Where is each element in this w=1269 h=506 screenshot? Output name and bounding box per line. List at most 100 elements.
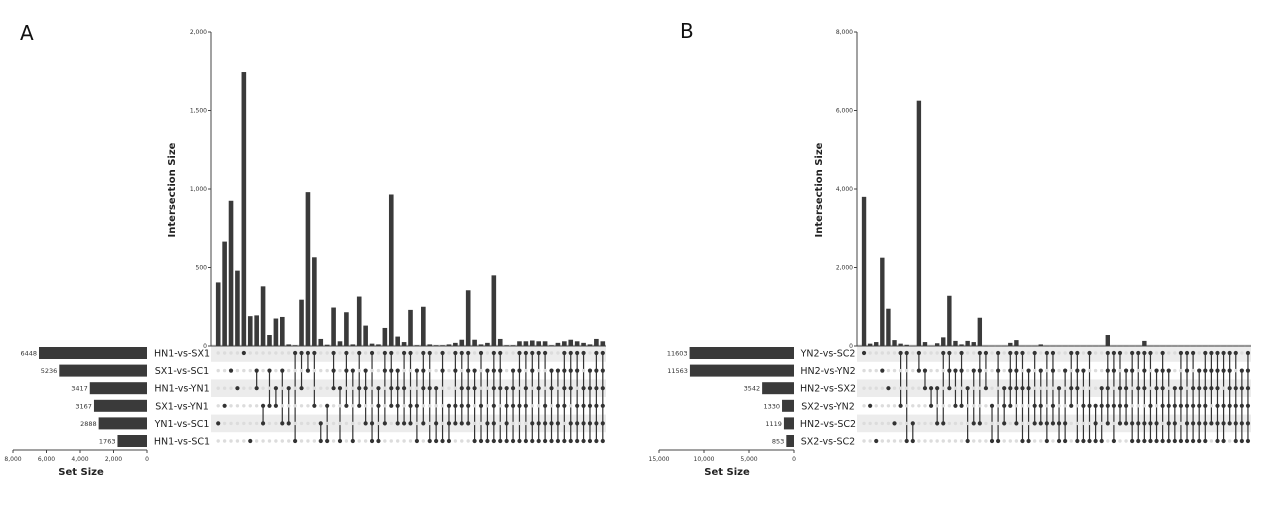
- panel-b-matrix-dot-filled: [941, 421, 946, 426]
- panel-a-matrix-dot-filled: [421, 421, 426, 426]
- panel-b-matrix-dot-filled: [947, 386, 952, 391]
- panel-b-set-label: HN2-vs-YN2: [800, 366, 855, 377]
- panel-a-matrix-dot-empty: [556, 386, 560, 390]
- panel-b-matrix-dot-filled: [996, 350, 1001, 356]
- panel-b-matrix-dot-empty: [880, 439, 885, 443]
- panel-a-intersection-bar: [594, 338, 599, 346]
- panel-b-matrix-dot-empty: [935, 351, 939, 355]
- panel-b-matrix-dot-filled: [935, 386, 940, 391]
- panel-a-marks: 0 500 1,000 1,500 2,000 HN1-vs-SX1 SX1-vs-SC1 H…: [4, 29, 606, 463]
- panel-b-matrix-dot-filled: [1172, 403, 1177, 408]
- panel-b-matrix-dot-empty: [965, 351, 970, 355]
- panel-b-matrix-dot-filled: [1203, 368, 1208, 373]
- panel-b-matrix-dot-filled: [996, 438, 1001, 444]
- panel-b-matrix-dot-empty: [886, 368, 891, 373]
- panel-a-intersection-bar: [446, 344, 452, 346]
- panel-b-matrix-dot-empty: [959, 439, 964, 443]
- panel-a-matrix-dot-filled: [510, 438, 516, 444]
- panel-a-matrix-dot-filled: [594, 438, 599, 444]
- panel-a-matrix-dot-filled: [562, 438, 567, 444]
- panel-a-matrix-dot-filled: [395, 403, 400, 408]
- panel-b-set-size-tick-label: 0: [792, 456, 796, 463]
- panel-a-matrix-dot-filled: [434, 438, 439, 444]
- panel-b-matrix-dot-empty: [905, 421, 909, 426]
- panel-b-matrix-dot-empty: [953, 386, 958, 390]
- panel-b-matrix-dot-filled: [1239, 368, 1244, 373]
- panel-a-matrix-dot-filled: [530, 421, 535, 426]
- panel-a-matrix-dot-empty: [389, 439, 393, 443]
- panel-b-matrix-dot-filled: [1203, 350, 1208, 356]
- panel-a-intersection-bar: [369, 343, 375, 346]
- panel-b-matrix-dot-empty: [929, 351, 933, 355]
- panel-a-matrix-dot-empty: [338, 421, 342, 426]
- panel-a-matrix-dot-filled: [363, 386, 368, 391]
- panel-a-set-size-bar: [38, 347, 147, 359]
- panel-b-intersection-bar: [1184, 345, 1190, 347]
- panel-a-matrix-dot-filled: [421, 350, 426, 356]
- panel-a-intersection-bar: [344, 312, 349, 346]
- panel-a-matrix-dot-filled: [562, 386, 567, 391]
- panel-b-set-label: YN2-vs-SC2: [800, 349, 856, 360]
- panel-b-matrix-dot-empty: [1148, 368, 1153, 373]
- panel-a-intersection-bar: [497, 338, 503, 346]
- panel-a-matrix-dot-empty: [421, 439, 426, 443]
- panel-b-intersection-bar: [1038, 344, 1043, 346]
- panel-b-matrix-dot-filled: [1245, 350, 1251, 356]
- panel-b-intersection-bar: [1178, 345, 1184, 347]
- panel-b-matrix-dot-filled: [1032, 403, 1037, 408]
- panel-a-set-size-value: 6448: [20, 350, 37, 358]
- panel-b-matrix-dot-empty: [1154, 351, 1159, 355]
- panel-b-matrix-dot-empty: [1179, 368, 1183, 373]
- panel-a-intersection-bar: [376, 344, 381, 346]
- panel-b-matrix-dot-filled: [1172, 386, 1177, 391]
- panel-b-matrix-dot-empty: [990, 351, 994, 355]
- panel-a-matrix-dot-empty: [472, 351, 477, 355]
- panel-a-matrix-dot-filled: [491, 386, 496, 391]
- panel-a-set-size-value: 3417: [71, 385, 88, 393]
- panel-b-matrix-dot-filled: [1142, 421, 1147, 426]
- panel-b-matrix-dot-filled: [1209, 421, 1214, 426]
- panel-a-matrix-dot-filled: [466, 386, 471, 391]
- panel-b-matrix-dot-empty: [1124, 439, 1128, 443]
- panel-b-intersection-bar: [1008, 342, 1013, 346]
- panel-b-matrix-dot-empty: [1039, 351, 1043, 355]
- panel-b-intersection-bar: [1044, 345, 1050, 347]
- panel-a-matrix-dot-filled: [491, 421, 496, 426]
- panel-a-matrix-dot-filled: [575, 438, 580, 444]
- panel-b-matrix-dot-filled: [1233, 403, 1238, 408]
- panel-b-matrix-dot-empty: [923, 421, 927, 426]
- panel-a-matrix-dot-empty: [222, 351, 227, 355]
- panel-b-matrix-dot-filled: [928, 386, 934, 391]
- panel-b-matrix-dot-empty: [911, 404, 915, 408]
- panel-b-matrix-dot-filled: [1014, 368, 1019, 373]
- panel-a-intersection-bar: [465, 290, 471, 346]
- panel-b-intersection-bar: [983, 345, 989, 347]
- panel-a-matrix-dot-empty: [536, 368, 541, 373]
- panel-b-matrix-dot-empty: [1039, 439, 1043, 443]
- panel-a-matrix-dot-filled: [575, 403, 580, 408]
- panel-a-intersection-bar: [440, 345, 445, 347]
- panel-b-matrix-dot-filled: [1245, 386, 1251, 391]
- panel-a-set-size-value: 2888: [80, 420, 97, 428]
- panel-b-matrix-dot-filled: [1038, 403, 1043, 408]
- panel-a-matrix-dot-filled: [549, 368, 554, 373]
- panel-b-intersection-bar: [977, 317, 983, 346]
- panel-a-matrix-dot-filled: [427, 386, 432, 391]
- panel-b-matrix-dot-empty: [898, 386, 903, 390]
- panel-b-matrix-dot-filled: [1099, 386, 1104, 391]
- panel-a-matrix-dot-filled: [575, 421, 580, 426]
- panel-b-matrix-dot-filled: [1233, 438, 1238, 444]
- panel-b-matrix-dot-filled: [898, 350, 903, 356]
- panel-b-matrix-dot-empty: [1240, 351, 1244, 355]
- panel-a-matrix-dot-empty: [357, 368, 361, 373]
- panel-b-intersection-bar: [874, 342, 879, 346]
- panel-a-matrix-dot-empty: [222, 368, 227, 373]
- panel-b-matrix-dot-filled: [1239, 421, 1244, 426]
- panel-a-matrix-dot-filled: [600, 350, 605, 356]
- panel-a-letter: A: [20, 21, 34, 45]
- panel-a-intersection-bar: [517, 341, 522, 346]
- panel-a-matrix-dot-filled: [587, 421, 593, 426]
- panel-b-intersection-bar: [1105, 335, 1110, 346]
- panel-b-matrix-dot-filled: [880, 368, 885, 373]
- panel-b-matrix-dot-filled: [1136, 421, 1141, 426]
